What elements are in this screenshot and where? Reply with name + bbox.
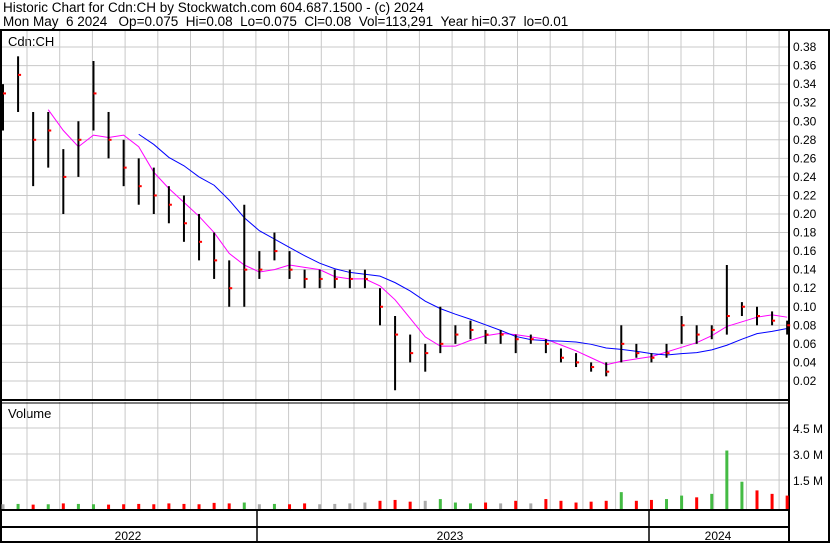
volume-bar <box>710 493 714 509</box>
volume-bar <box>1 504 5 509</box>
volume-bar <box>61 503 65 509</box>
quote-summary: Mon May 6 2024 Op=0.075 Hi=0.08 Lo=0.075… <box>3 14 569 29</box>
price-tick-label: 0.06 <box>793 337 817 351</box>
moving-average-long-line <box>138 133 788 356</box>
price-tick-label: 0.02 <box>793 374 817 388</box>
volume-bar <box>619 492 623 509</box>
x-label-2023: 2023 <box>437 529 464 543</box>
volume-bar <box>137 503 141 509</box>
price-tick-label: 0.28 <box>793 133 817 147</box>
volume-bar <box>16 503 20 509</box>
volume-bar <box>91 504 95 509</box>
volume-bar <box>649 499 653 509</box>
volume-bar <box>333 503 337 509</box>
volume-bar <box>393 499 397 509</box>
volume-bar <box>695 497 699 509</box>
volume-bar <box>378 500 382 509</box>
volume-bar <box>272 503 276 509</box>
volume-bar <box>468 503 472 509</box>
price-tick-label: 0.36 <box>793 59 817 73</box>
volume-bar <box>589 501 593 509</box>
volume-tick-label: 3.0 M <box>793 448 823 462</box>
volume-bar <box>725 450 729 509</box>
volume-bar <box>604 500 608 509</box>
volume-bar <box>242 502 246 509</box>
volume-bar <box>574 502 578 509</box>
volume-bar <box>348 503 352 509</box>
volume-bar <box>122 504 126 509</box>
volume-bar <box>740 481 744 509</box>
volume-bar <box>423 500 427 509</box>
volume-bar <box>46 504 50 509</box>
volume-bar <box>303 503 307 509</box>
price-tick-label: 0.14 <box>793 263 817 277</box>
volume-bar <box>514 500 518 509</box>
volume-bar <box>257 504 261 509</box>
price-tick-label: 0.30 <box>793 114 817 128</box>
volume-bar <box>182 503 186 509</box>
volume-bar <box>438 499 442 509</box>
price-tick-label: 0.08 <box>793 318 817 332</box>
x-label-2024: 2024 <box>705 529 732 543</box>
volume-bar <box>152 504 156 509</box>
volume-bar <box>544 499 548 509</box>
volume-bar <box>107 504 111 509</box>
volume-bar <box>755 490 759 509</box>
volume-bar <box>197 504 201 509</box>
price-tick-label: 0.16 <box>793 244 817 258</box>
volume-bar <box>167 503 171 509</box>
chart-frame <box>0 29 830 543</box>
symbol-label: Cdn:CH <box>8 34 54 49</box>
price-tick-label: 0.12 <box>793 281 817 295</box>
price-tick-label: 0.26 <box>793 151 817 165</box>
volume-bar <box>212 502 216 509</box>
price-tick-label: 0.22 <box>793 188 817 202</box>
price-tick-label: 0.04 <box>793 355 817 369</box>
price-tick-label: 0.24 <box>793 170 817 184</box>
volume-bar <box>770 493 774 509</box>
volume-label: Volume <box>8 406 51 421</box>
volume-bar <box>318 504 322 509</box>
price-tick-label: 0.20 <box>793 207 817 221</box>
chart-title: Historic Chart for Cdn:CH by Stockwatch.… <box>3 0 424 15</box>
price-tick-label: 0.18 <box>793 226 817 240</box>
volume-bar <box>363 502 367 509</box>
price-tick-label: 0.10 <box>793 300 817 314</box>
volume-bar <box>499 503 503 509</box>
volume-bar <box>408 501 412 509</box>
volume-bar <box>453 502 457 509</box>
volume-tick-label: 1.5 M <box>793 474 823 488</box>
volume-bar <box>227 503 231 509</box>
price-tick-label: 0.34 <box>793 77 817 91</box>
volume-bar <box>559 500 563 509</box>
price-tick-label: 0.32 <box>793 96 817 110</box>
price-tick-label: 0.38 <box>793 40 817 54</box>
volume-tick-label: 4.5 M <box>793 422 823 436</box>
volume-bar <box>680 495 684 509</box>
volume-bar <box>785 495 789 509</box>
volume-bar <box>288 504 292 509</box>
volume-bar <box>529 503 533 509</box>
volume-bar <box>634 500 638 509</box>
volume-bar <box>76 503 80 509</box>
x-label-2022: 2022 <box>115 529 142 543</box>
moving-average-short-line <box>47 109 788 366</box>
volume-bar <box>31 504 35 509</box>
volume-bar <box>665 499 669 509</box>
volume-bar <box>484 502 488 509</box>
